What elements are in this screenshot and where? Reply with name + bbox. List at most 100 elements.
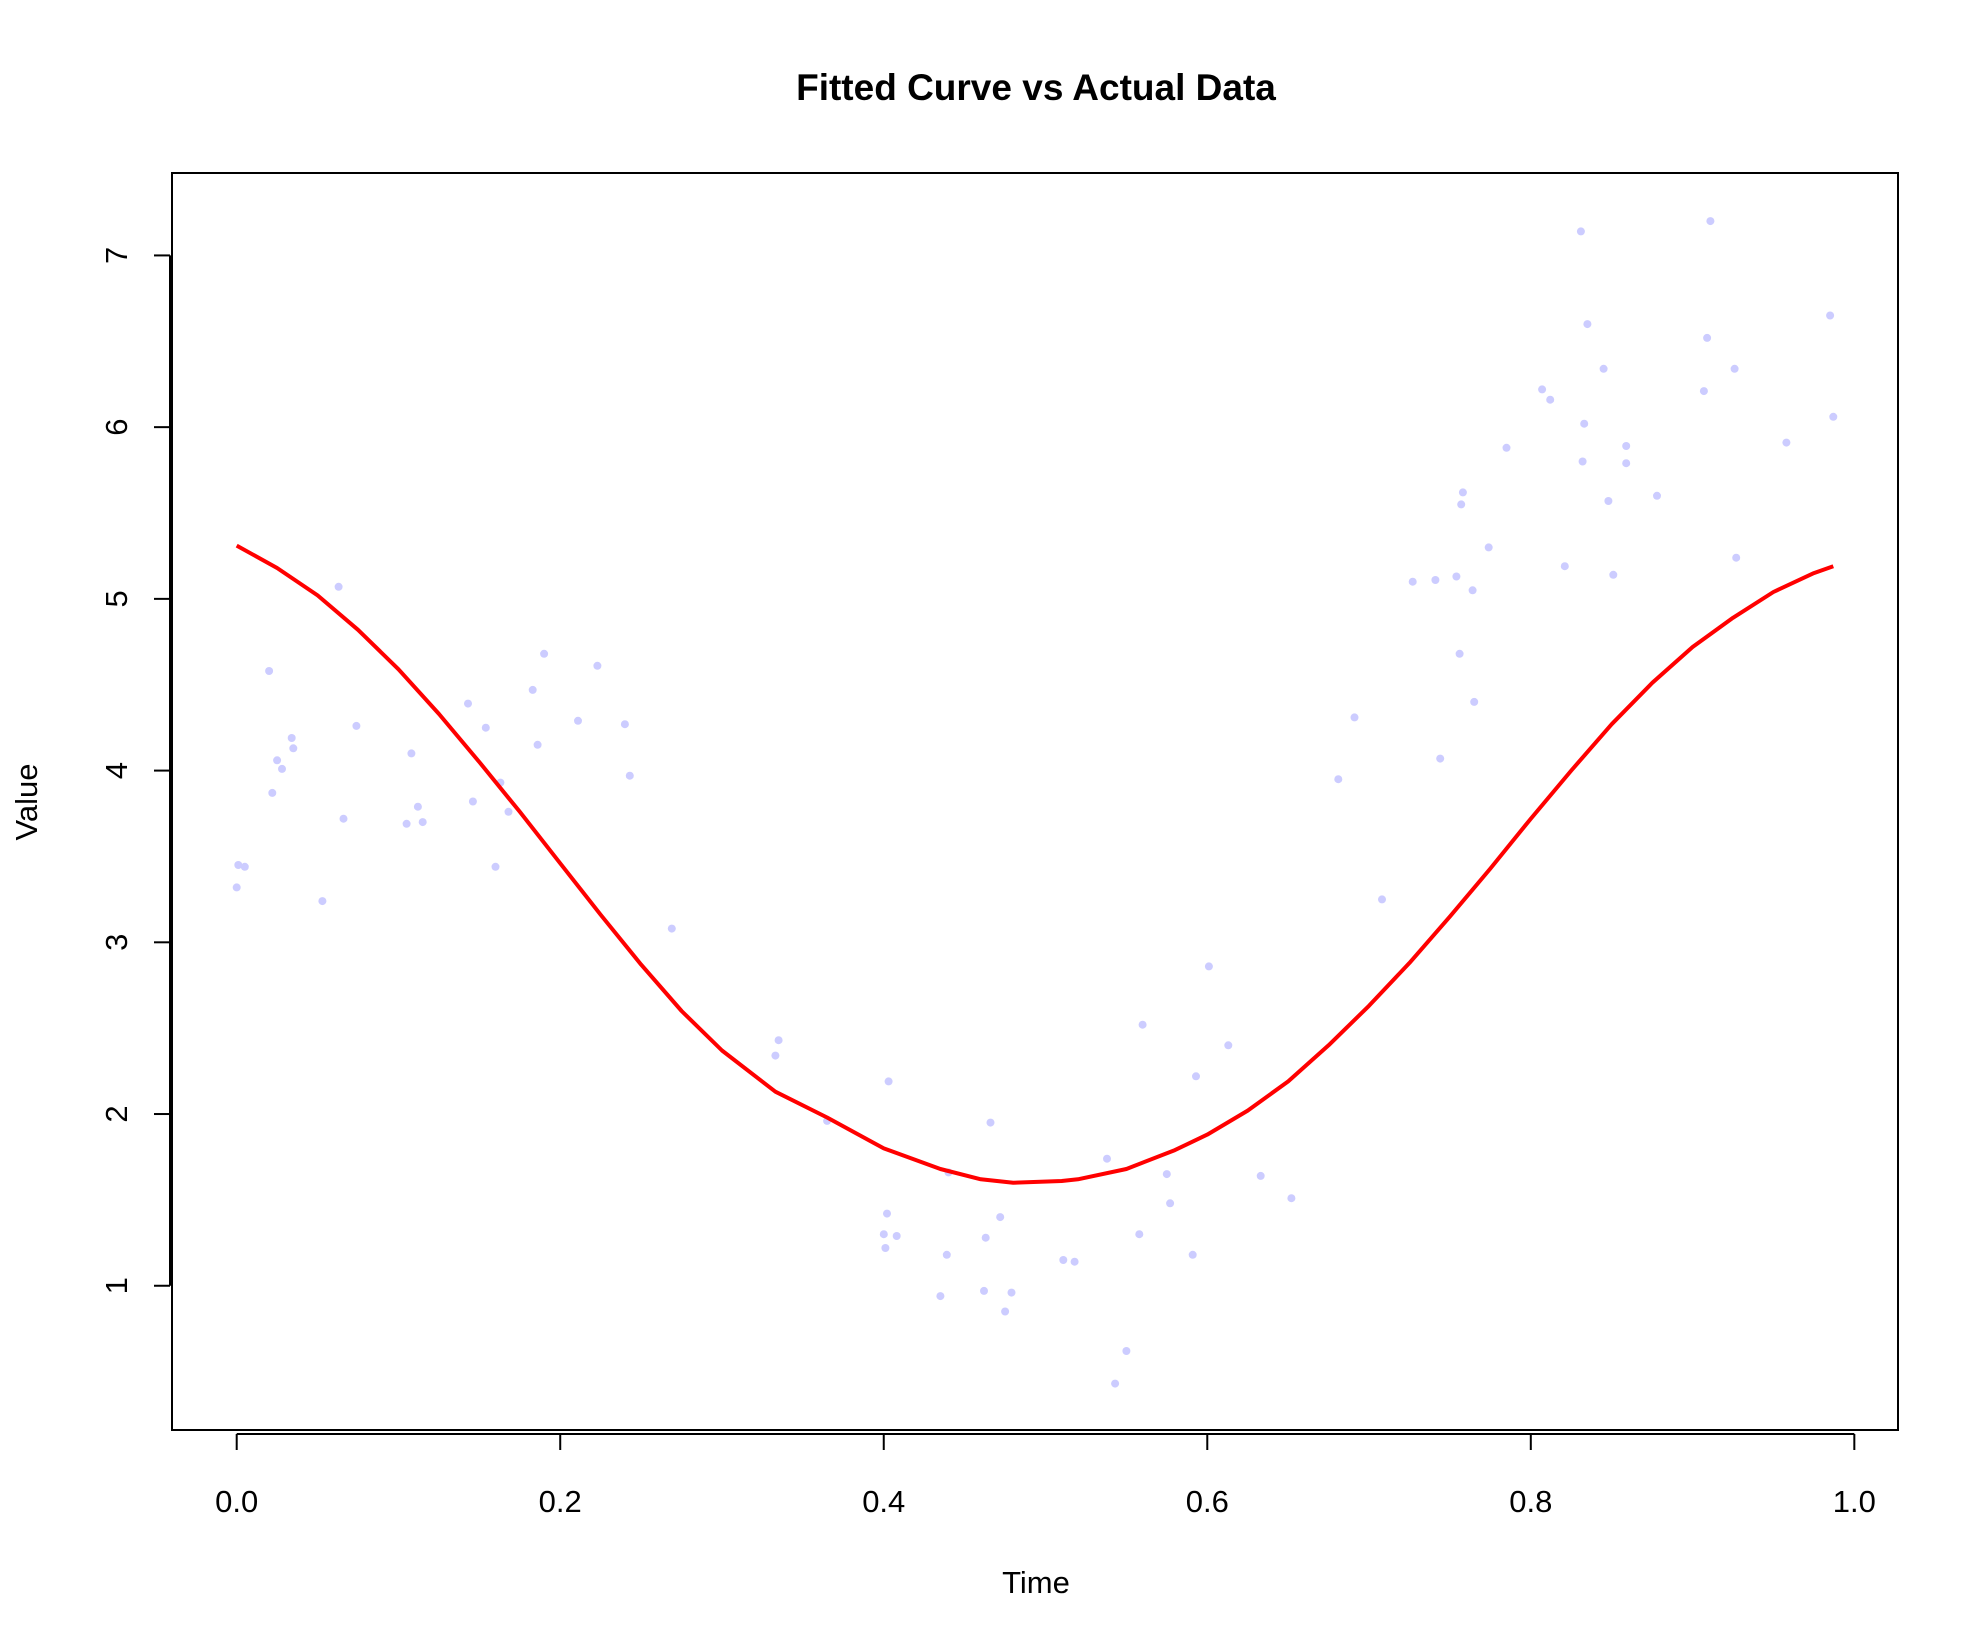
data-point [1653,491,1661,500]
data-point [1070,1257,1079,1266]
data-point [1546,395,1555,404]
data-point [936,1292,945,1301]
data-point [1622,459,1631,468]
data-point [234,861,243,869]
fitted-curve-line [235,543,1834,1185]
data-point [278,764,286,773]
data-point [1135,1230,1144,1239]
data-point [1502,443,1511,452]
data-point [1103,1154,1111,1163]
data-point [1457,500,1466,509]
data-point [1576,227,1585,236]
data-point [1458,488,1467,497]
data-point [1162,1170,1171,1179]
data-point [540,649,549,658]
data-point [879,1230,888,1239]
data-point [287,734,296,742]
data-point [1622,442,1631,450]
data-point [464,699,472,708]
data-point [981,1233,990,1242]
data-point [491,862,500,871]
data-point [1583,320,1592,329]
x-axis: 0.0 0.2 0.4 0.6 0.8 1.0 [215,1433,1876,1519]
data-point [667,924,676,933]
data-point [1431,576,1440,584]
data-point [1732,553,1741,562]
data-point [1578,457,1587,466]
data-point [1111,1379,1120,1388]
data-point [528,685,537,694]
data-point [533,740,542,749]
data-point [1350,713,1359,722]
chart-title: Fitted Curve vs Actual Data [796,67,1276,108]
data-point [232,883,241,892]
data-point [1706,217,1715,226]
actual-data-points [232,217,1838,1388]
data-point [402,819,411,828]
data-point [352,721,361,730]
data-point [996,1213,1005,1222]
data-point [1470,697,1479,706]
data-point [1224,1041,1233,1050]
data-point [1334,775,1343,784]
data-point [1699,387,1708,396]
data-point [1484,543,1493,552]
x-tick-label: 1.0 [1833,1484,1876,1519]
data-point [1703,333,1712,342]
data-point [1580,419,1589,428]
data-point [1826,311,1835,320]
data-point [1452,572,1461,581]
x-tick-label: 0.8 [1509,1484,1552,1519]
data-point [884,1077,893,1086]
data-point [1604,497,1613,505]
data-point [418,818,427,827]
data-point [1287,1194,1296,1203]
data-point [407,749,416,758]
data-point [625,771,634,780]
data-point [1829,412,1838,421]
data-point [1204,962,1213,971]
y-axis-label: Value [9,764,44,841]
data-point [1609,570,1618,579]
data-point [1001,1307,1010,1316]
data-point [1188,1250,1197,1259]
y-tick-label: 4 [99,762,134,779]
data-point [1468,586,1477,595]
data-point [1192,1072,1200,1081]
y-tick-label: 6 [99,418,134,435]
data-point [883,1209,891,1218]
data-point [334,582,343,591]
data-point [1166,1199,1175,1208]
data-point [574,716,582,725]
x-axis-label: Time [1002,1565,1070,1600]
data-point [1538,385,1547,394]
data-point [504,807,513,816]
data-point [481,723,490,732]
data-point [771,1051,780,1060]
data-point [980,1286,988,1295]
data-point [620,720,629,729]
data-point [881,1244,890,1252]
data-point [1122,1347,1131,1355]
data-point [774,1036,783,1045]
data-point [986,1118,995,1127]
data-point [339,814,348,823]
y-tick-label: 7 [99,247,134,264]
y-tick-label: 3 [99,934,134,951]
data-point [1378,895,1386,904]
data-point [942,1250,951,1259]
data-point [1408,577,1417,586]
y-tick-label: 5 [99,590,134,607]
data-point [1059,1256,1068,1264]
data-point [289,744,298,753]
data-point [892,1232,901,1240]
data-point [413,802,422,811]
y-axis: 1 2 3 4 5 6 7 [99,247,171,1294]
data-point [1730,364,1739,373]
y-tick-label: 2 [99,1105,134,1122]
data-point [468,797,477,806]
x-tick-label: 0.0 [215,1484,258,1519]
data-point [268,788,277,797]
x-tick-label: 0.4 [862,1484,905,1519]
